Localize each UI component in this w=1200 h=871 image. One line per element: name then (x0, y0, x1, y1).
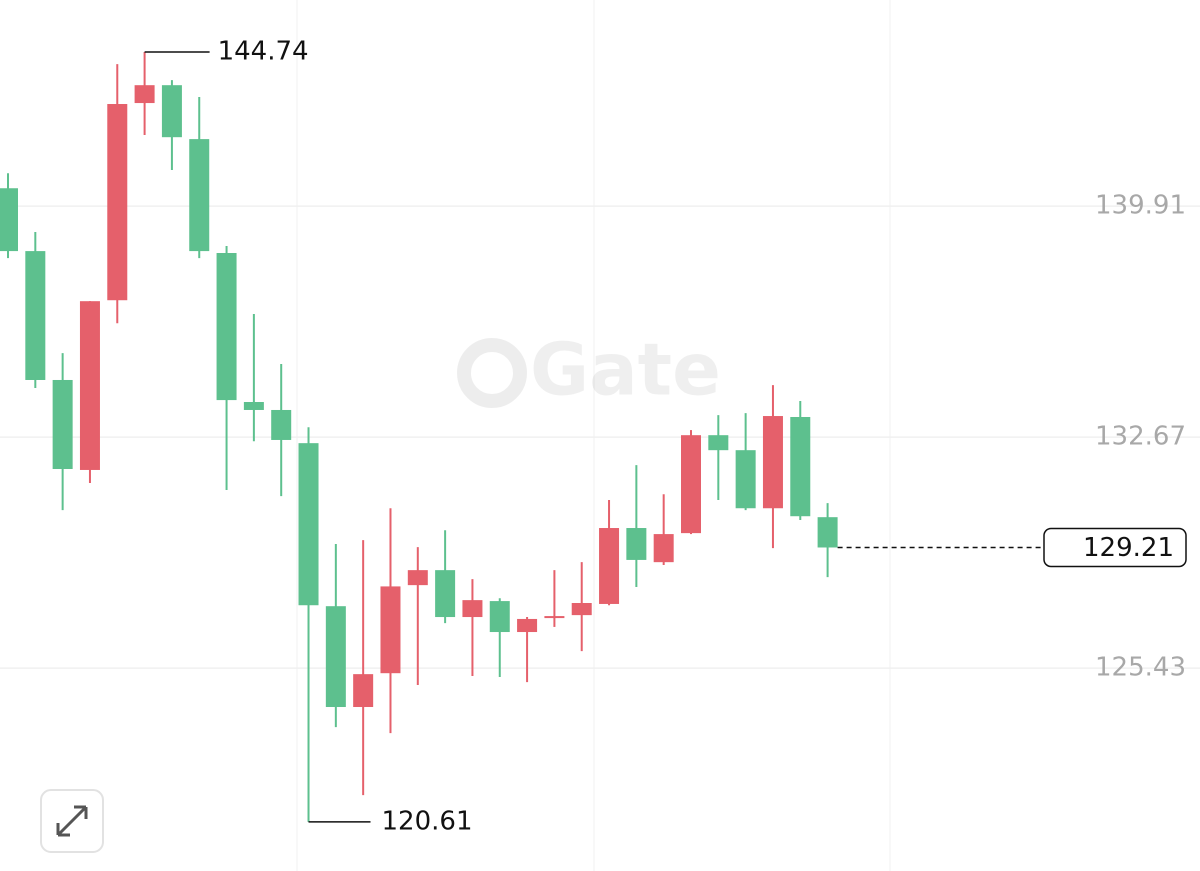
candle-body (189, 139, 210, 252)
candle-body (462, 600, 483, 618)
candle-body (817, 517, 838, 548)
candle-body (271, 409, 292, 440)
expand-icon[interactable] (56, 805, 88, 837)
candle-body (544, 616, 565, 619)
last-price-box (1043, 527, 1187, 568)
candle-body (0, 188, 18, 252)
watermark-logo (457, 338, 527, 408)
low-marker-label: 120.61 (382, 806, 473, 836)
candle-body (407, 570, 428, 586)
watermark: Gate (530, 328, 721, 412)
candle-body (735, 450, 756, 509)
candle-body (599, 528, 620, 604)
candle-body (52, 379, 73, 469)
candle-body (762, 416, 783, 509)
candle-body (571, 603, 592, 616)
y-tick-label: 132.67 (1095, 422, 1186, 452)
candle-body (790, 416, 811, 517)
y-tick-label: 125.43 (1095, 653, 1186, 683)
candle-body (107, 104, 128, 301)
expand-button[interactable] (40, 789, 104, 853)
candle-body (489, 601, 510, 633)
candle-body (243, 402, 264, 410)
candle-body (380, 586, 401, 674)
candle-body (298, 443, 319, 606)
candle-body (517, 618, 538, 633)
candle-body (626, 528, 647, 560)
candle-body (161, 85, 182, 138)
y-tick-label: 139.91 (1095, 191, 1186, 221)
candle-body (353, 674, 374, 708)
candle-body (708, 435, 729, 451)
last-price-label: 129.21 (1083, 533, 1174, 563)
high-marker-label: 144.74 (218, 37, 309, 67)
candle-body (216, 253, 237, 401)
candle-body (681, 435, 701, 534)
candle-body (325, 606, 346, 708)
candle-body (653, 534, 674, 563)
candle-body (79, 301, 100, 470)
candle-body (25, 251, 46, 380)
candle-body (134, 85, 155, 104)
candle-body (435, 570, 456, 618)
